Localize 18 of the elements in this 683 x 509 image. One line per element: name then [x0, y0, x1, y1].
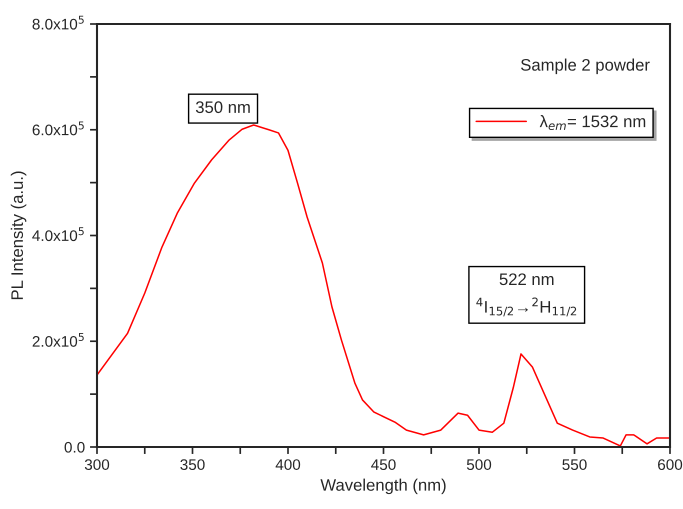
x-tick-label: 550 — [562, 459, 587, 470]
text: 522 nm $^{4}$I$_{15/2}$→$^{2}$H$_{11/2}$ — [476, 273, 576, 316]
y-tick-label: 2.0x10$^{5}$ — [32, 333, 84, 347]
x-tick-label: 300 — [84, 459, 110, 470]
y-tick-label: 6.0x10$^{5}$ — [32, 122, 84, 136]
legend-label: λ$_{em}$= 1532 nm — [540, 115, 646, 130]
annotation: 350 nm — [196, 101, 250, 114]
x-axis-title: Wavelength (nm) — [320, 478, 446, 494]
x-tick-label: 350 — [180, 459, 205, 470]
x-tick-label: 450 — [371, 459, 396, 470]
x-tick-label: 600 — [658, 459, 682, 470]
x-tick-label: 500 — [466, 459, 492, 470]
y-tick-label: 0.0 — [64, 442, 85, 453]
y-tick-label: 4.0x10$^{5}$ — [32, 227, 84, 242]
y-axis-title: PL Intensity (a.u.) — [10, 172, 26, 300]
annotation: Sample 2 powder — [521, 58, 650, 74]
y-tick-label: 8.0x10$^{5}$ — [32, 16, 84, 30]
x-tick-label: 400 — [276, 459, 300, 470]
